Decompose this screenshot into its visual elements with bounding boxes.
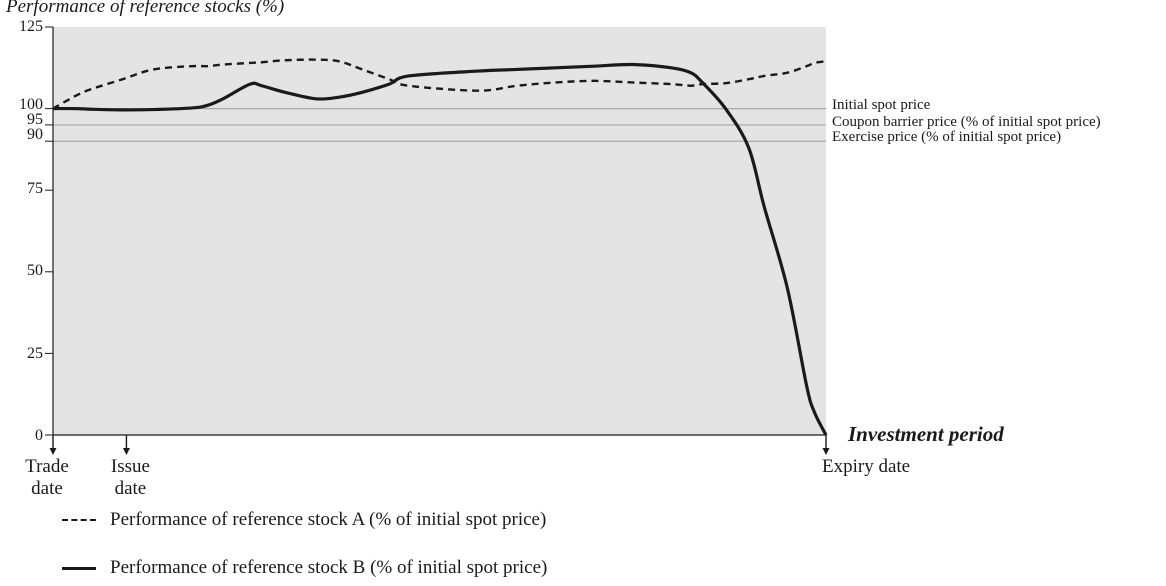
legend-swatch-dashed [62, 519, 96, 521]
chart-title: Performance of reference stocks (%) [5, 0, 284, 17]
series-line-stock-a [52, 58, 827, 110]
legend-item-stock-a: Performance of reference stock A (% of i… [62, 509, 546, 531]
y-tick-label-25: 25 [27, 345, 43, 362]
x-axis-label: Investment period [847, 422, 1004, 446]
reference-label-90: Exercise price (% of initial spot price) [832, 129, 1061, 145]
reference-label-100: Initial spot price [832, 97, 931, 113]
series-line-stock-b [52, 62, 828, 436]
y-tick-label-95: 95 [27, 111, 43, 128]
trade-date-marker-arrow [49, 448, 57, 455]
y-tick-label-125: 125 [19, 18, 43, 35]
trade-date-label-line-1: Trade [25, 456, 69, 477]
issue-date-label-line-1: Issue [111, 456, 150, 477]
reference-label-95: Coupon barrier price (% of initial spot … [832, 114, 1101, 130]
legend-item-stock-b: Performance of reference stock B (% of i… [62, 557, 547, 579]
axes [52, 27, 826, 436]
series-lines [52, 58, 828, 436]
expiry-date-label-line-1: Expiry date [822, 456, 910, 477]
issue-date-marker-arrow [122, 448, 130, 455]
y-tick-label-50: 50 [27, 262, 43, 279]
expiry-date-marker-arrow [822, 448, 830, 455]
y-tick-label-0: 0 [35, 427, 43, 444]
y-tick-label-75: 75 [27, 180, 43, 197]
issue-date-label-line-2: date [115, 478, 147, 499]
trade-date-label-line-2: date [31, 478, 63, 499]
y-tick-label-90: 90 [27, 126, 43, 143]
legend-swatch-solid [62, 566, 96, 570]
y-tick-label-100: 100 [19, 96, 43, 113]
legend-label-stock-a: Performance of reference stock A (% of i… [110, 509, 547, 530]
plot-background [53, 27, 826, 435]
legend-label-stock-b: Performance of reference stock B (% of i… [110, 557, 548, 578]
